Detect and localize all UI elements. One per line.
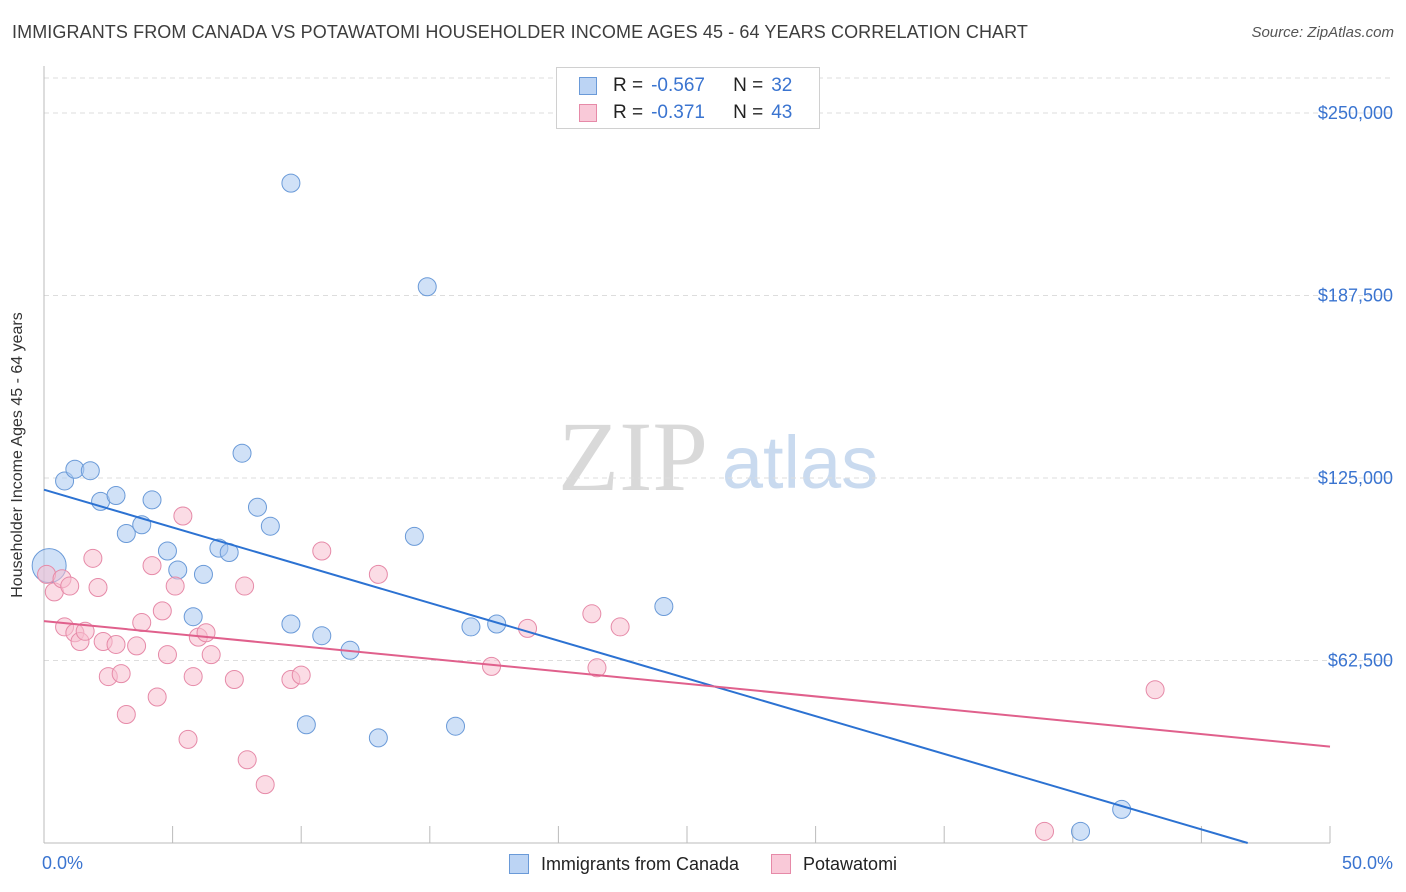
point-immigrants-from-canada (404, 526, 424, 546)
point-potawatomi (237, 750, 257, 770)
point-immigrants-from-canada (368, 728, 388, 748)
point-immigrants-from-canada (1071, 821, 1091, 841)
point-immigrants-from-canada (168, 560, 188, 580)
series-potawatomi-points (37, 506, 1165, 841)
point-immigrants-from-canada (183, 607, 203, 627)
legend-stats: R = -0.567 N = 32 R = -0.371 N = 43 (556, 67, 820, 129)
legend-r-label: R = (613, 102, 644, 123)
point-potawatomi (312, 541, 332, 561)
point-potawatomi (127, 636, 147, 656)
grid-lines (44, 77, 1393, 662)
y-tick-label: $250,000 (1318, 103, 1393, 123)
legend-n-label: N = (733, 102, 764, 123)
legend-row-potawatomi: R = -0.371 N = 43 (579, 100, 792, 126)
point-potawatomi (1035, 821, 1055, 841)
point-immigrants-from-canada (157, 541, 177, 561)
legend-swatch-potawatomi (771, 854, 792, 874)
point-immigrants-from-canada (312, 626, 332, 646)
y-tick-label: $187,500 (1318, 286, 1393, 306)
point-immigrants-from-canada (281, 614, 301, 634)
series-immigrants-from-canada-points (31, 173, 1132, 841)
point-potawatomi (88, 578, 108, 598)
point-potawatomi (83, 548, 103, 568)
point-potawatomi (610, 617, 630, 637)
point-potawatomi (368, 564, 388, 584)
legend-item-immigrants-from-canada: Immigrants from Canada (508, 853, 740, 875)
point-potawatomi (291, 665, 311, 685)
point-potawatomi (582, 604, 602, 624)
legend-n-value: 43 (771, 102, 793, 123)
trend-lines (43, 488, 1331, 844)
point-potawatomi (75, 621, 95, 641)
point-potawatomi (116, 705, 136, 725)
point-potawatomi (1145, 680, 1165, 700)
point-immigrants-from-canada (247, 497, 267, 517)
watermark-atlas: atlas (722, 421, 878, 504)
point-immigrants-from-canada (296, 715, 316, 735)
legend-swatch-immigrants-from-canada (579, 77, 597, 95)
point-immigrants-from-canada (654, 596, 674, 616)
legend-label-immigrants-from-canada: Immigrants from Canada (540, 853, 740, 874)
point-potawatomi (173, 506, 193, 526)
point-immigrants-from-canada (260, 516, 280, 536)
point-potawatomi (157, 645, 177, 665)
point-immigrants-from-canada (232, 443, 252, 463)
bottom-legend: Immigrants from Canada Potawatomi (0, 851, 1406, 877)
point-potawatomi (152, 601, 172, 621)
watermark-zip: ZIP (558, 401, 708, 512)
point-immigrants-from-canada (193, 564, 213, 584)
point-potawatomi (60, 576, 80, 596)
y-tick-labels: $62,500 $125,000 $187,500 $250,000 (1318, 103, 1393, 670)
point-immigrants-from-canada (417, 277, 437, 297)
legend-n-value: 32 (771, 75, 793, 96)
point-immigrants-from-canada (116, 523, 136, 543)
source-label: Source: ZipAtlas.com (1251, 24, 1394, 41)
point-potawatomi (142, 556, 162, 576)
point-immigrants-from-canada (446, 716, 466, 736)
watermark: ZIP atlas (558, 401, 878, 512)
point-potawatomi (106, 634, 126, 654)
point-immigrants-from-canada (487, 614, 507, 634)
point-potawatomi (147, 687, 167, 707)
chart-title: IMMIGRANTS FROM CANADA VS POTAWATOMI HOU… (12, 22, 1029, 42)
legend-swatch-immigrants-from-canada (508, 854, 529, 874)
y-tick-label: $125,000 (1318, 468, 1393, 488)
legend-label-potawatomi: Potawatomi (803, 853, 898, 874)
legend-r-value: -0.567 (651, 75, 705, 96)
legend-n-label: N = (733, 75, 764, 96)
legend-r-value: -0.371 (651, 102, 705, 123)
legend-swatch-potawatomi (579, 104, 597, 122)
trend-line-immigrants-from-canada (43, 488, 1248, 844)
point-potawatomi (132, 613, 152, 633)
x-tick-label: 50.0% (1342, 853, 1393, 873)
point-immigrants-from-canada (142, 490, 162, 510)
point-potawatomi (165, 576, 185, 596)
point-potawatomi (201, 645, 221, 665)
point-immigrants-from-canada (106, 486, 126, 506)
point-immigrants-from-canada (461, 617, 481, 637)
point-potawatomi (255, 775, 275, 795)
legend-row-immigrants-from-canada: R = -0.567 N = 32 (579, 73, 792, 99)
y-tick-label: $62,500 (1328, 651, 1393, 671)
point-potawatomi (235, 576, 255, 596)
point-potawatomi (178, 729, 198, 749)
point-potawatomi (196, 623, 216, 643)
trend-line-potawatomi (43, 620, 1331, 748)
point-potawatomi (518, 618, 538, 638)
y-axis-label: Householder Income Ages 45 - 64 years (9, 312, 26, 598)
point-immigrants-from-canada (80, 461, 100, 481)
point-potawatomi (183, 667, 203, 687)
x-tick-labels: 0.0% 50.0% (42, 853, 1393, 873)
point-potawatomi (111, 664, 131, 684)
x-tick-label: 0.0% (42, 853, 83, 873)
point-potawatomi (587, 658, 607, 678)
legend-item-potawatomi: Potawatomi (771, 854, 897, 875)
point-immigrants-from-canada (281, 173, 301, 193)
legend-r-label: R = (613, 75, 644, 96)
point-potawatomi (224, 669, 244, 689)
